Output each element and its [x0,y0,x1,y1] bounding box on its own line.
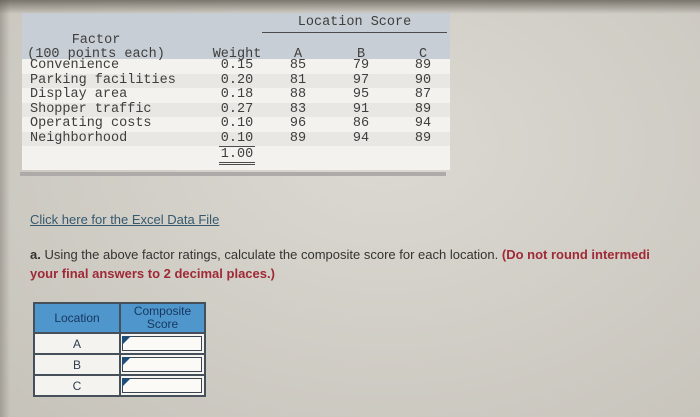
answer-row-b: B [35,353,204,374]
answer-table-header: Location Composite Score [35,304,204,332]
answer-header-composite-score: Composite Score [121,304,204,332]
instruction-block: a. Using the above factor ratings, calcu… [30,245,700,283]
excel-data-file-link[interactable]: Click here for the Excel Data File [30,212,220,227]
answer-row-a: A [35,332,204,353]
weight-total-row: 1.00 [22,146,450,170]
score-b: 86 [352,116,370,131]
answer-cell-c [121,376,204,395]
weight-value: 0.18 [220,87,254,102]
composite-score-input-c[interactable] [122,378,202,393]
score-b: 97 [352,72,370,88]
instruction-text: Using the above factor ratings, calculat… [40,247,502,262]
table-row-display-area: Display area 0.18 88 95 87 [22,87,450,103]
table-row-neighborhood: Neighborhood 0.10 89 94 89 [22,130,450,147]
score-c: 87 [414,87,432,102]
score-c: 89 [414,101,432,117]
location-header-label: Location [54,310,100,325]
column-header-weight: Weight [212,47,262,62]
weight-value: 0.10 [220,116,254,131]
composite-header-line2: Score [146,317,179,331]
location-label-c: C [35,376,121,395]
weight-value: 0.15 [220,58,254,73]
factor-rating-table: Location Score Factor (100 points each) W… [22,13,450,170]
score-c: 89 [414,130,432,146]
factor-name: Shopper traffic [30,101,152,117]
photo-edge-left [0,0,10,417]
weight-value: 0.20 [220,72,254,88]
score-b: 91 [352,101,370,117]
score-b: 94 [352,130,370,146]
answer-cell-a [121,334,204,353]
composite-score-input-b[interactable] [122,357,202,372]
underlined-weight: 0.10 [218,130,256,147]
factor-header-line1: Factor [71,32,121,48]
answer-row-c: C [35,374,204,395]
factor-name: Operating costs [30,116,152,131]
double-underlined-total: 1.00 [218,147,256,165]
score-a: 88 [289,87,307,102]
item-label: a. [30,247,41,262]
score-a: 89 [289,130,307,146]
answer-header-location: Location [35,304,121,332]
section-divider [20,172,446,176]
instruction-emphasis-1: (Do not round intermedi [501,247,650,262]
weight-value: 0.27 [220,101,254,117]
location-label-a: A [35,334,121,353]
score-b: 95 [352,87,370,102]
factor-name: Parking facilities [30,72,176,88]
column-header-c: C [418,47,428,62]
column-header-factor: Factor (100 points each) [22,32,204,63]
answer-cell-b [121,355,204,374]
weight-value: 0.10 [204,130,270,147]
score-c: 94 [414,116,432,131]
score-a: 83 [289,101,307,117]
instruction-line-2: your final answers to 2 decimal places.) [30,264,700,283]
score-a: 81 [289,72,307,88]
column-header-a: A [293,47,303,62]
factor-name: Display area [30,87,128,102]
composite-header-line1: Composite [133,304,192,318]
table-row-parking-facilities: Parking facilities 0.20 81 97 90 [22,72,450,88]
location-label-b: B [35,355,121,374]
weight-total: 1.00 [204,147,270,165]
score-c: 89 [414,58,432,73]
table-row-operating-costs: Operating costs 0.10 96 86 94 [22,116,450,132]
factor-table-body: Convenience 0.15 85 79 89 Parking facili… [22,58,450,170]
score-a: 96 [289,116,307,131]
column-header-b: B [356,47,366,62]
instruction-emphasis-2: your final answers to 2 decimal places.) [30,266,275,281]
score-c: 90 [414,72,432,88]
factor-table-column-headers: Factor (100 points each) Weight A B C [22,33,450,63]
factor-header-line2: (100 points each) [27,47,165,62]
photo-edge-top [0,0,700,14]
table-row-shopper-traffic: Shopper traffic 0.27 83 91 89 [22,101,450,117]
factor-table-header: Location Score Factor (100 points each) W… [22,13,450,62]
table-row-convenience: Convenience 0.15 85 79 89 [22,58,450,74]
composite-score-input-a[interactable] [122,336,202,351]
instruction-line-1: a. Using the above factor ratings, calcu… [30,245,700,264]
factor-name: Neighborhood [30,130,128,146]
score-b: 79 [352,58,370,73]
location-score-group-header: Location Score [262,15,447,33]
factor-name: Convenience [30,58,120,73]
composite-score-answer-table: Location Composite Score A B C [33,302,206,397]
score-a: 85 [289,58,307,73]
